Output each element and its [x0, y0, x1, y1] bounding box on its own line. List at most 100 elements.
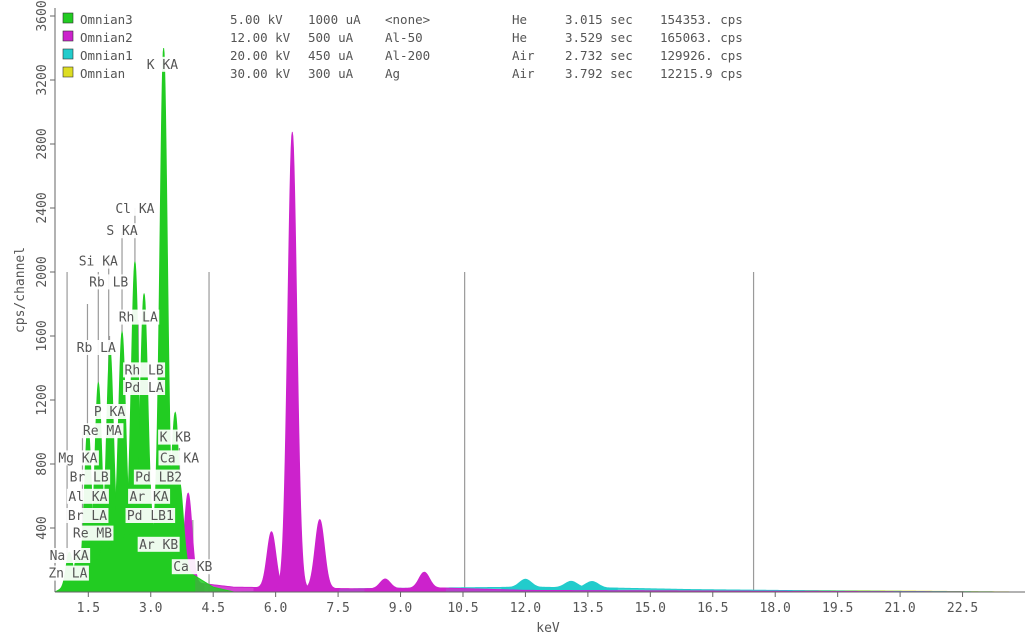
legend-rate: 12215.9 cps	[660, 66, 743, 81]
peak-annotation-bg-8	[123, 380, 166, 395]
y-tick-label-8: 3600	[35, 0, 50, 31]
y-tick-label-7: 3200	[35, 64, 50, 95]
peak-annotation: Pd LB2	[133, 469, 184, 486]
legend-ua: 450 uA	[308, 48, 354, 63]
peak-annotation-label-6: Rb LA	[77, 341, 116, 356]
y-axis-label: cps/channel	[13, 247, 28, 333]
legend-name: Omnian	[80, 66, 125, 81]
legend-filter: <none>	[385, 12, 430, 27]
peak-annotation: Mg KA	[56, 450, 99, 466]
x-tick-label-12: 19.5	[822, 601, 853, 616]
peak-omnian2-7	[364, 578, 406, 593]
axes	[54, 8, 1025, 593]
peak-annotation-bg-15	[133, 469, 184, 485]
legend-ua: 1000 uA	[308, 12, 361, 27]
legend-time: 3.529 sec	[565, 30, 633, 45]
peak-annotation-bg-22	[48, 548, 91, 563]
peak-annotation-label-17: Ar KA	[130, 490, 169, 505]
peak-annotation: K KA	[145, 56, 180, 73]
peak-annotation: Rh LB	[123, 362, 166, 378]
x-tick-label-14: 22.5	[947, 601, 978, 616]
peak-annotation-label-1: Cl KA	[115, 202, 154, 217]
legend-row-omnian: Omnian 30.00 kV 300 uA Ag Air 3.792 sec 12215.…	[62, 66, 743, 81]
peak-annotation-label-22: Na KA	[50, 549, 89, 564]
peak-annotation: Ca KB	[171, 559, 214, 575]
peak-omnian1-3	[566, 581, 618, 593]
peak-annotation-bg-6	[75, 340, 118, 355]
peak-omnian2-8	[402, 571, 446, 593]
y-tick-label-3: 1600	[35, 320, 50, 351]
peak-annotation: Cl KA	[113, 200, 156, 217]
peak-omnian2-6	[300, 518, 339, 593]
peak-annotation-label-24: Zn LA	[48, 567, 87, 582]
legend-swatch-omnian	[62, 66, 74, 78]
legend-ua: 500 uA	[308, 30, 354, 45]
peak-annotation-label-23: Ca KB	[173, 560, 212, 575]
legend-kv: 20.00 kV	[230, 48, 291, 63]
peak-annotation-label-21: Ar KB	[139, 538, 178, 553]
peak-annotation: K KB	[158, 429, 193, 446]
peak-annotation: Re MB	[71, 525, 114, 542]
x-axis-label: keV	[536, 621, 560, 634]
peak-annotation-label-8: Pd LA	[125, 381, 164, 396]
x-tick-label-7: 12.0	[510, 601, 541, 616]
peak-annotation: Si KA	[77, 253, 120, 270]
peak-annotation-label-3: Si KA	[79, 255, 118, 270]
peak-annotation-label-4: Rb LB	[89, 275, 128, 290]
peak-annotation-label-5: Rh LA	[119, 311, 158, 326]
legend-time: 3.015 sec	[565, 12, 633, 27]
peak-annotation-bg-20	[71, 525, 114, 541]
legend-rate: 165063. cps	[660, 30, 743, 45]
legend-ua: 300 uA	[308, 66, 354, 81]
x-tick-label-4: 7.5	[326, 601, 349, 616]
legend-filter: Ag	[385, 66, 400, 81]
series-omnian2	[54, 131, 984, 593]
legend-time: 2.732 sec	[565, 48, 633, 63]
peak-annotation-bg-19	[125, 508, 176, 523]
peak-annotation: S KA	[104, 223, 140, 239]
legend-kv: 12.00 kV	[230, 30, 291, 45]
peak-annotation: Ca KA	[158, 450, 201, 466]
y-tick-label-4: 2000	[35, 256, 50, 287]
legend-name: Omnian2	[80, 30, 133, 45]
peak-annotation: P KA	[92, 404, 127, 420]
x-tick-label-1: 3.0	[139, 601, 162, 616]
peak-annotation: Pd LA	[123, 380, 166, 396]
peak-annotation-bg-10	[81, 423, 124, 439]
legend-kv: 5.00 kV	[230, 12, 283, 27]
legend-name: Omnian3	[80, 12, 133, 27]
legend: Omnian3 5.00 kV 1000 uA <none> He 3.015 sec 15…	[62, 12, 743, 81]
peak-annotation: Ar KA	[128, 488, 171, 505]
peak-annotation-label-19: Pd LB1	[127, 509, 174, 524]
x-tick-label-13: 21.0	[884, 601, 915, 616]
x-tick-label-3: 6.0	[264, 601, 287, 616]
x-tick-label-10: 16.5	[697, 601, 728, 616]
legend-row-omnian1: Omnian1 20.00 kV 450 uA Al-200 Air 2.732 sec 1…	[62, 48, 743, 63]
peak-annotation-label-9: P KA	[94, 405, 125, 420]
peak-annotation-label-16: Al KA	[68, 490, 107, 505]
y-tick-label-5: 2400	[35, 192, 50, 223]
peak-annotation-label-15: Pd LB2	[135, 471, 182, 486]
peak-annotation-label-10: Re MA	[83, 424, 122, 439]
legend-row-omnian2: Omnian2 12.00 kV 500 uA Al-50 He 3.529 sec 165…	[62, 30, 743, 45]
legend-medium: He	[512, 12, 527, 27]
x-tick-label-2: 4.5	[201, 601, 224, 616]
peak-annotation-label-11: K KB	[160, 431, 191, 446]
x-tick-label-5: 9.0	[389, 601, 412, 616]
peak-annotation-bg-9	[92, 404, 127, 419]
peak-annotation-label-20: Re MB	[73, 527, 112, 542]
legend-time: 3.792 sec	[565, 66, 633, 81]
peak-annotation-bg-7	[123, 362, 166, 378]
peak-annotation-label-18: Br LA	[68, 509, 107, 524]
x-tick-label-6: 10.5	[447, 601, 478, 616]
peak-annotation-label-2: S KA	[106, 224, 137, 239]
x-tick-label-9: 15.0	[635, 601, 666, 616]
peak-annotation-bg-12	[56, 450, 99, 466]
peak-annotation: Na KA	[48, 548, 91, 564]
peak-annotation-bg-5	[117, 309, 160, 325]
legend-swatch-omnian2	[62, 30, 74, 42]
peak-annotation-bg-4	[87, 274, 130, 290]
peak-annotation-label-14: Br LB	[70, 471, 109, 486]
y-tick-label-6: 2800	[35, 128, 50, 159]
y-tick-label-2: 1200	[35, 384, 50, 415]
